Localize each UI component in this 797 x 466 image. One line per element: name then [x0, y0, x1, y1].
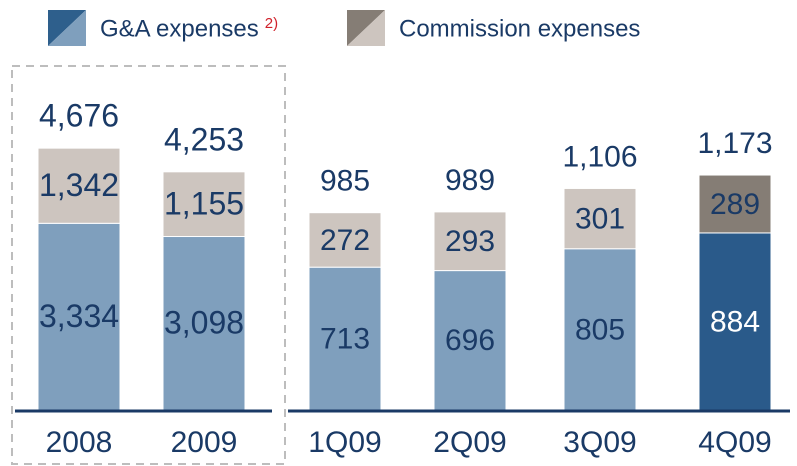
x-tick-label: 2Q09 [433, 426, 506, 459]
x-tick-label: 4Q09 [698, 426, 771, 459]
value-label: 884 [710, 305, 760, 338]
value-label: 272 [320, 224, 370, 257]
value-label: 301 [575, 203, 625, 236]
legend-swatch [48, 10, 86, 46]
value-label: 3,334 [39, 298, 119, 334]
value-label: 696 [445, 324, 495, 357]
bar-segment [433, 211, 507, 272]
total-label: 4,253 [164, 121, 244, 157]
total-label: 1,173 [697, 127, 772, 160]
total-label: 989 [445, 164, 495, 197]
bar-segment [698, 174, 772, 234]
bar-segment [37, 222, 121, 411]
x-tick-label: 2008 [46, 426, 113, 459]
bar-segment [162, 171, 246, 238]
bar-segment [308, 212, 382, 268]
total-label: 985 [320, 165, 370, 198]
bar-segment [308, 266, 382, 411]
total-label: 4,676 [39, 98, 119, 134]
bar-segment [563, 187, 637, 250]
total-label: 1,106 [562, 140, 637, 173]
value-label: 1,342 [39, 167, 119, 203]
legend-label: Commission expenses [399, 15, 640, 42]
legend: G&A expenses 2) Commission expenses [48, 10, 640, 46]
value-label: 289 [710, 188, 760, 221]
value-label: 3,098 [164, 305, 244, 341]
x-tick-label: 3Q09 [563, 426, 636, 459]
bar-segment [698, 232, 772, 411]
bar-segment [37, 147, 121, 224]
legend-swatch [347, 10, 385, 46]
value-label: 805 [575, 313, 625, 346]
legend-note: 2) [265, 15, 278, 32]
value-label: 713 [320, 323, 370, 356]
legend-label: G&A expenses [100, 15, 259, 42]
value-label: 293 [445, 225, 495, 258]
value-label: 1,155 [164, 186, 244, 222]
x-tick-label: 2009 [171, 426, 238, 459]
bar-segment [162, 236, 246, 411]
x-tick-label: 1Q09 [308, 426, 381, 459]
